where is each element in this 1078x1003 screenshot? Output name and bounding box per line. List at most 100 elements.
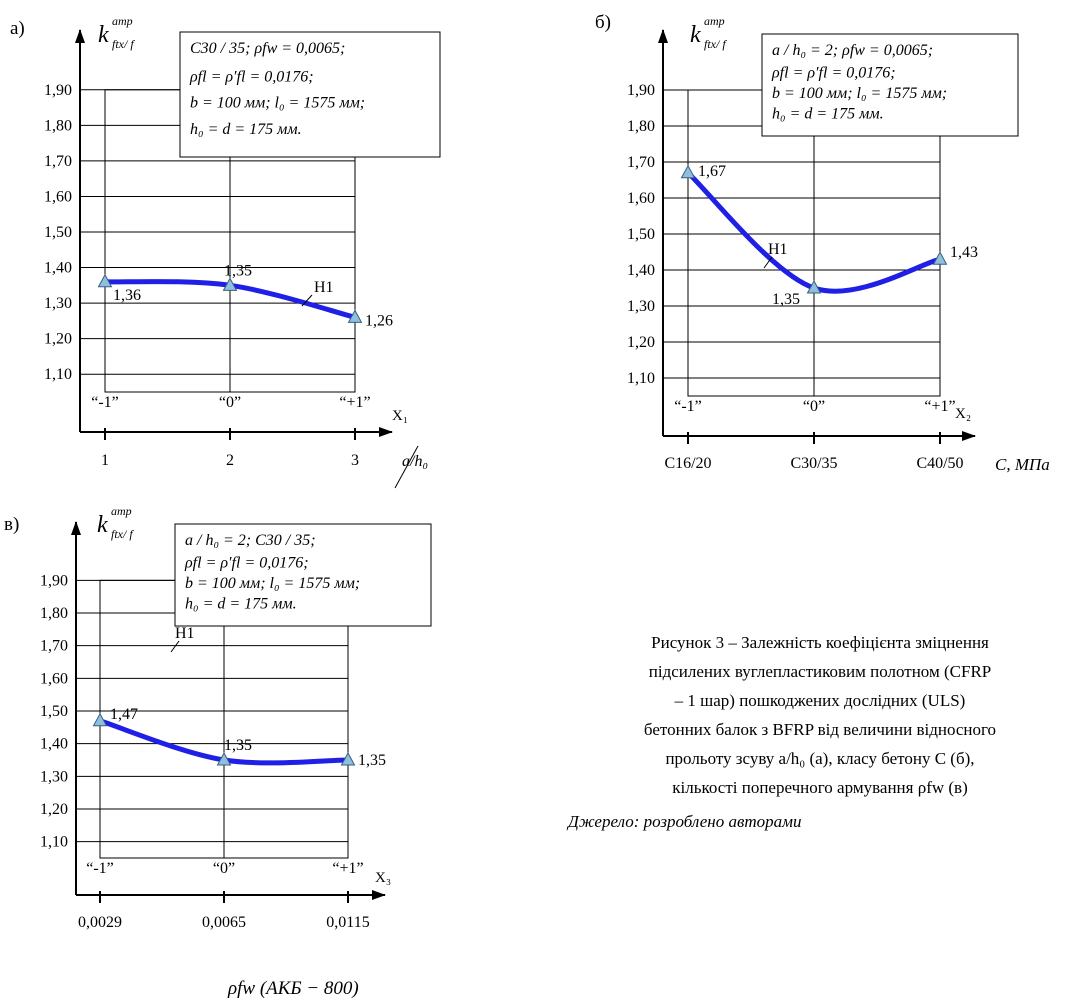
y-tick-label: 1,20 [627, 334, 655, 351]
legend-line: a / h₀ = 2; ρfw = 0,0065; [772, 42, 933, 59]
y-tick-label: 1,20 [40, 801, 68, 818]
y-axis-title: k [690, 22, 701, 48]
x-tick-label: C16/20 [664, 455, 711, 472]
data-label: 1,35 [358, 752, 386, 769]
x-axis-main-title: X₁ [392, 408, 408, 424]
data-label: 1,26 [365, 312, 393, 329]
legend-box [761, 33, 1019, 137]
chart-panel-c: 1,10 1,20 1,30 1,40 1,50 1,60 1,70 1,80 1,90 “-1”… [4, 504, 432, 999]
y-tick-label: 1,60 [40, 670, 68, 687]
x-axis-main-title: X₃ [375, 870, 391, 886]
caption-line: кількості поперечного армування ρfw (в) [672, 778, 968, 797]
x-tick-label: 2 [226, 452, 234, 469]
legend-line: ρfl = ρ′fl = 0,0176; [771, 65, 896, 82]
x-level-label: “0” [803, 398, 825, 415]
y-tick-label: 1,40 [627, 262, 655, 279]
y-axis-title-sup: amp [111, 504, 132, 518]
caption-line: Рисунок 3 – Залежність коефіцієнта зміцн… [651, 633, 989, 652]
x-level-label: “0” [219, 394, 241, 411]
x-tick-label: C40/50 [916, 455, 963, 472]
y-tick-label: 1,10 [627, 370, 655, 387]
caption-line: бетонних балок з BFRP від величини відно… [643, 720, 997, 739]
x-level-label: “+1” [339, 394, 370, 411]
panel-letter: а) [10, 18, 25, 39]
data-label: 1,43 [950, 244, 978, 261]
y-axis-title-sub: ftx/ f [704, 37, 727, 51]
data-label: 1,36 [113, 287, 141, 304]
figure-source: Джерело: розроблено авторами [568, 812, 802, 831]
y-tick-label: 1,90 [40, 572, 68, 589]
x-level-label: “-1” [91, 394, 119, 411]
legend-box [179, 31, 441, 158]
y-tick-label: 1,30 [627, 298, 655, 315]
caption-line: підсилених вуглепластиковим полотном (CF… [648, 662, 992, 681]
y-tick-label: 1,30 [44, 295, 72, 312]
legend-box [174, 523, 432, 627]
y-tick-label: 1,10 [40, 834, 68, 851]
x-level-label: “+1” [924, 398, 955, 415]
y-tick-label: 1,50 [627, 226, 655, 243]
legend-line: ρfl = ρ′fl = 0,0176; [184, 555, 309, 572]
series-name-leader [301, 294, 313, 307]
data-point-marker [97, 273, 113, 288]
y-tick-label: 1,40 [44, 260, 72, 277]
y-axis-title-sup: amp [112, 14, 133, 28]
y-tick-label: 1,40 [40, 736, 68, 753]
legend-line: ρfl = ρ′fl = 0,0176; [189, 68, 314, 85]
data-point-marker [680, 164, 696, 179]
y-tick-label: 1,70 [44, 153, 72, 170]
data-label: 1,67 [698, 163, 726, 180]
x-level-label: “-1” [674, 398, 702, 415]
data-point-marker [340, 751, 356, 766]
panel-letter: в) [4, 514, 19, 535]
x-level-label: “0” [213, 860, 235, 877]
y-tick-label: 1,10 [44, 366, 72, 383]
x-axis-title-slash [394, 445, 419, 489]
data-label: 1,35 [224, 262, 252, 279]
y-axis-title-sub: ftx/ f [112, 37, 135, 51]
x-tick-label: 3 [351, 452, 359, 469]
x-tick-label: 0,0115 [326, 914, 369, 931]
series-name-label: Н1 [175, 625, 195, 642]
y-tick-label: 1,30 [40, 768, 68, 785]
series-name-leader [763, 256, 773, 269]
y-tick-label: 1,80 [44, 117, 72, 134]
data-label: 1,35 [772, 291, 800, 308]
y-tick-label: 1,80 [40, 605, 68, 622]
legend-line: h₀ = d = 175 мм. [772, 106, 884, 123]
x-tick-label: C30/35 [790, 455, 837, 472]
x-level-label: “-1” [86, 860, 114, 877]
caption-line: прольоту зсуву a/h₀ (а), класу бетону C … [665, 749, 975, 768]
x-level-label: “+1” [332, 860, 363, 877]
y-tick-label: 1,80 [627, 118, 655, 135]
caption-line: – 1 шар) пошкоджених дослідних (ULS) [674, 691, 966, 710]
y-tick-label: 1,90 [44, 82, 72, 99]
data-point-marker [222, 277, 238, 291]
y-tick-label: 1,70 [40, 638, 68, 655]
legend-line: a / h₀ = 2; C30 / 35; [185, 532, 316, 549]
x-tick-label: 0,0029 [78, 914, 122, 931]
y-tick-label: 1,90 [627, 82, 655, 99]
y-axis-title-sub: ftx/ f [111, 527, 134, 541]
series-name-leader [170, 640, 180, 653]
legend-line: C30 / 35; ρfw = 0,0065; [190, 40, 345, 57]
legend-line: h₀ = d = 175 мм. [185, 596, 297, 613]
series-name-label: Н1 [768, 241, 788, 258]
y-axis-title: k [98, 22, 109, 48]
panel-letter: б) [595, 12, 611, 33]
x-tick-label: 1 [101, 452, 109, 469]
x-axis-main-title: X₂ [955, 406, 971, 422]
data-point-marker [806, 279, 822, 294]
x-axis-second-title: a/h₀ [402, 453, 428, 470]
legend-line: b = 100 мм; l₀ = 1575 мм; [185, 575, 360, 592]
y-axis-title-sup: amp [704, 14, 725, 28]
y-axis-title: k [97, 512, 108, 538]
x-axis-second-title: ρfw (АКБ − 800) [227, 978, 359, 999]
data-label: 1,35 [224, 737, 252, 754]
y-tick-label: 1,20 [44, 331, 72, 348]
y-tick-label: 1,60 [44, 188, 72, 205]
y-tick-label: 1,70 [627, 154, 655, 171]
legend-line: h₀ = d = 175 мм. [190, 121, 302, 138]
legend-line: b = 100 мм; l₀ = 1575 мм; [190, 95, 365, 112]
